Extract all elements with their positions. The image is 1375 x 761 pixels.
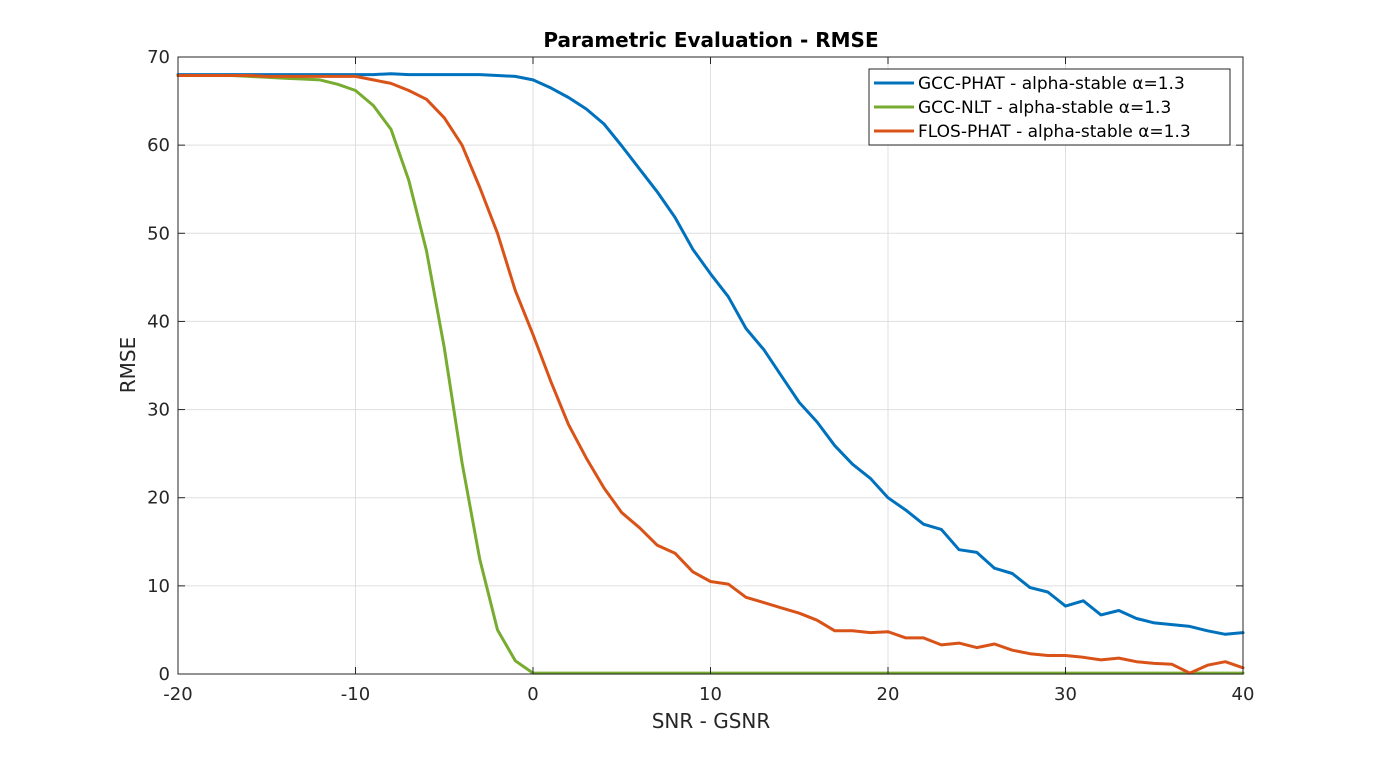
legend: GCC-PHAT - alpha-stable α=1.3 GCC-NLT - a… xyxy=(868,68,1231,146)
y-tick-label: 10 xyxy=(147,576,170,597)
x-tick-label: -10 xyxy=(341,684,370,705)
y-tick-label: 60 xyxy=(147,135,170,156)
axis-ticks: -20 -10 0 10 20 30 40 0 10 20 30 40 50 60 70 xyxy=(147,47,1254,705)
legend-label-0: GCC-PHAT - alpha-stable α=1.3 xyxy=(918,74,1185,94)
y-axis-title: RMSE xyxy=(116,337,140,393)
series-line-0 xyxy=(176,72,1245,636)
y-tick-label: 20 xyxy=(147,488,170,509)
y-tick-label: 0 xyxy=(159,664,170,685)
x-tick-label: 40 xyxy=(1232,684,1255,705)
y-tick-label: 70 xyxy=(147,47,170,68)
chart-title: Parametric Evaluation - RMSE xyxy=(543,28,878,52)
x-tick-label: -20 xyxy=(163,684,192,705)
x-tick-label: 10 xyxy=(699,684,722,705)
legend-label-2: FLOS-PHAT - alpha-stable α=1.3 xyxy=(918,122,1191,142)
y-tick-label: 40 xyxy=(147,311,170,332)
y-tick-label: 50 xyxy=(147,223,170,244)
x-tick-label: 20 xyxy=(877,684,900,705)
legend-label-1: GCC-NLT - alpha-stable α=1.3 xyxy=(918,98,1171,118)
legend-box xyxy=(868,68,1231,146)
series-line-2 xyxy=(176,74,1245,675)
x-axis-title: SNR - GSNR xyxy=(652,709,771,733)
y-tick-label: 30 xyxy=(147,400,170,421)
x-tick-label: 0 xyxy=(527,684,538,705)
x-tick-label: 30 xyxy=(1054,684,1077,705)
